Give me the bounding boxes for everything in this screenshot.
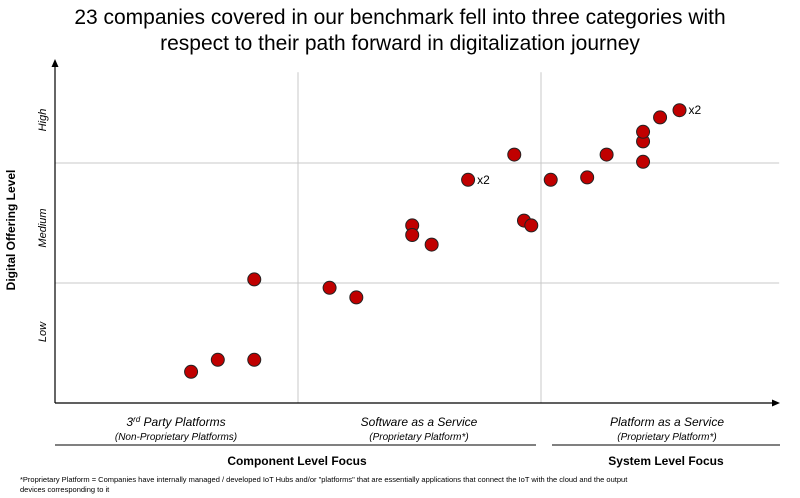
gridlines xyxy=(55,72,780,403)
x-category-saas: Software as a Service xyxy=(361,415,478,429)
data-point xyxy=(672,103,687,118)
x-category-paas-sub: (Proprietary Platform*) xyxy=(617,432,716,443)
x-category-third-party: 3rd Party Platforms xyxy=(126,415,225,429)
footnote-line-2: devices corresponding to it xyxy=(20,485,110,494)
data-point xyxy=(424,237,439,252)
chart-title-line-2: respect to their path forward in digital… xyxy=(160,32,640,55)
x-category-saas-sub: (Proprietary Platform*) xyxy=(369,432,468,443)
data-point-label: x2 xyxy=(477,173,490,187)
data-point xyxy=(247,352,262,367)
y-tick-low: Low xyxy=(37,321,49,342)
group-system-level: System Level Focus xyxy=(608,454,724,468)
y-axis-arrow-icon xyxy=(51,59,59,67)
chart-title-line-1: 23 companies covered in our benchmark fe… xyxy=(74,6,725,29)
data-point xyxy=(524,218,539,233)
footnote-line-1: *Proprietary Platform = Companies have i… xyxy=(20,475,628,484)
data-point xyxy=(349,290,364,305)
data-point xyxy=(322,280,337,295)
y-tick-high: High xyxy=(37,109,49,132)
data-point xyxy=(184,364,199,379)
y-axis-title: Digital Offering Level xyxy=(4,170,18,291)
data-point xyxy=(247,272,262,287)
x-axis-arrow-icon xyxy=(772,399,780,407)
y-tick-medium: Medium xyxy=(37,208,49,247)
data-point xyxy=(636,124,651,139)
data-point xyxy=(580,170,595,185)
group-component-level: Component Level Focus xyxy=(227,454,367,468)
data-point-label: x2 xyxy=(689,103,702,117)
data-point xyxy=(543,172,558,187)
data-point xyxy=(210,352,225,367)
data-point xyxy=(599,147,614,162)
x-category-third-party-sub: (Non-Proprietary Platforms) xyxy=(115,432,237,443)
x-category-paas: Platform as a Service xyxy=(610,415,724,429)
data-points: x2 x2 xyxy=(184,103,702,379)
data-point xyxy=(636,154,651,169)
data-point xyxy=(507,147,522,162)
data-point xyxy=(405,228,420,242)
data-point xyxy=(653,110,668,125)
data-point xyxy=(461,172,476,187)
